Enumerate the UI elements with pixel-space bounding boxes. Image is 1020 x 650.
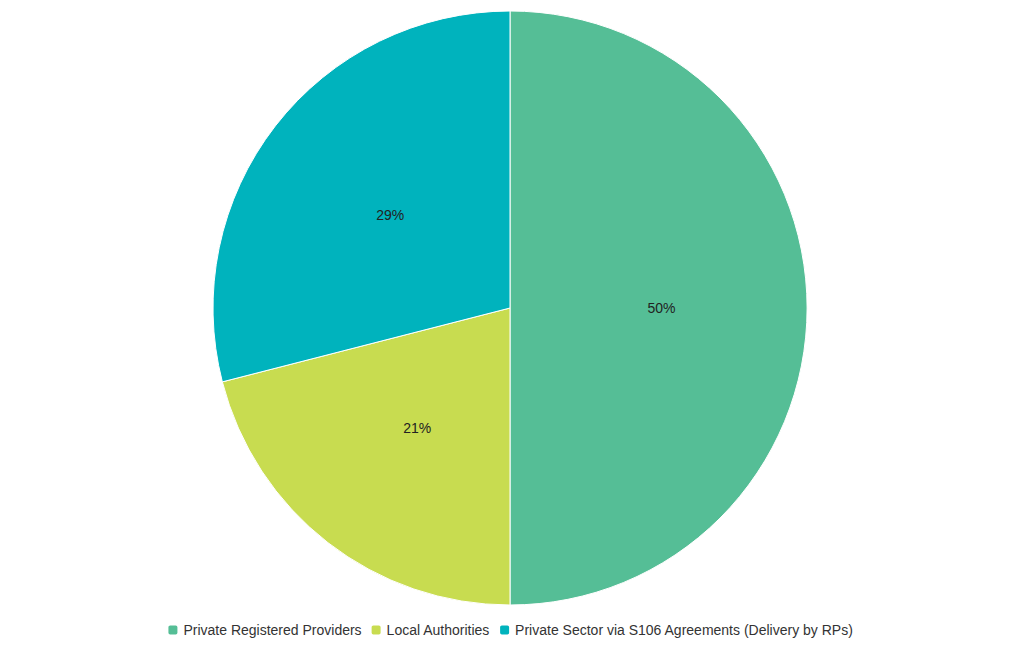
svg-text:Private Sector via S106 Agreem: Private Sector via S106 Agreements (Deli… <box>515 622 853 638</box>
svg-text:Private Registered Providers: Private Registered Providers <box>183 622 361 638</box>
svg-text:21%: 21% <box>403 420 431 436</box>
svg-text:29%: 29% <box>376 207 404 223</box>
svg-text:Local Authorities: Local Authorities <box>387 622 490 638</box>
svg-text:50%: 50% <box>647 300 675 316</box>
